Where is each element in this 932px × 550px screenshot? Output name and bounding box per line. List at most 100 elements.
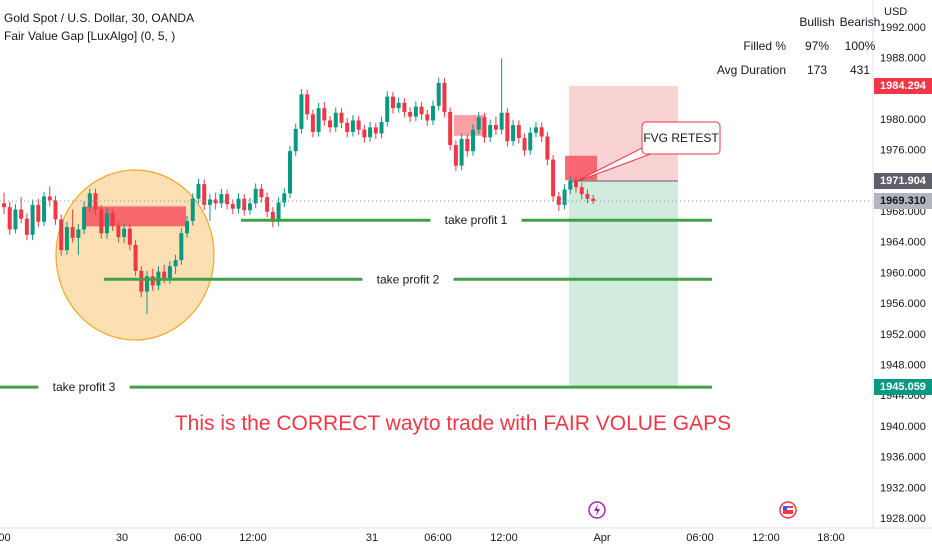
fvg-box-bearish[interactable] xyxy=(84,206,186,227)
candle[interactable] xyxy=(465,134,470,157)
candle[interactable] xyxy=(442,78,447,118)
candle[interactable] xyxy=(522,133,527,156)
candle[interactable] xyxy=(288,145,292,198)
candle[interactable] xyxy=(59,214,64,256)
candle[interactable] xyxy=(253,183,258,208)
indicator-title[interactable]: Fair Value Gap [LuxAlgo] (0, 5, ) xyxy=(4,29,176,43)
candle[interactable] xyxy=(87,188,92,212)
symbol-title[interactable]: Gold Spot / U.S. Dollar, 30, OANDA xyxy=(4,11,195,25)
candle[interactable] xyxy=(207,194,212,221)
fvg-retest-callout-box[interactable] xyxy=(641,121,721,155)
candle[interactable] xyxy=(202,179,207,211)
candle[interactable] xyxy=(476,111,481,135)
candle[interactable] xyxy=(185,215,190,238)
candle[interactable] xyxy=(413,101,418,122)
candle[interactable] xyxy=(179,227,184,265)
candle[interactable] xyxy=(24,213,29,241)
candle[interactable] xyxy=(385,91,390,127)
candle[interactable] xyxy=(505,108,510,147)
candle[interactable] xyxy=(42,191,47,227)
candle[interactable] xyxy=(390,92,395,114)
candle[interactable] xyxy=(7,201,12,235)
candle[interactable] xyxy=(47,186,52,207)
candle[interactable] xyxy=(127,224,132,251)
candle[interactable] xyxy=(328,115,333,133)
candle[interactable] xyxy=(350,115,355,137)
candle[interactable] xyxy=(511,119,516,146)
candle[interactable] xyxy=(373,122,378,139)
candle[interactable] xyxy=(579,182,584,200)
candle[interactable] xyxy=(551,154,556,202)
candle[interactable] xyxy=(93,188,98,215)
candle[interactable] xyxy=(316,102,321,137)
candle[interactable] xyxy=(265,192,270,218)
candle[interactable] xyxy=(322,102,327,126)
candle[interactable] xyxy=(471,124,476,156)
candle[interactable] xyxy=(305,89,310,120)
candle[interactable] xyxy=(482,112,487,143)
candle[interactable] xyxy=(70,209,75,243)
candle[interactable] xyxy=(36,198,41,228)
candle[interactable] xyxy=(230,199,235,215)
candle[interactable] xyxy=(339,108,344,129)
candle[interactable] xyxy=(516,120,521,144)
candle[interactable] xyxy=(528,127,533,155)
candle[interactable] xyxy=(53,195,58,225)
candle[interactable] xyxy=(333,107,338,132)
candle[interactable] xyxy=(64,221,69,255)
candle[interactable] xyxy=(133,240,138,277)
candle[interactable] xyxy=(362,125,367,143)
candle[interactable] xyxy=(356,115,361,136)
candle[interactable] xyxy=(408,107,413,122)
candle[interactable] xyxy=(13,204,18,234)
candle[interactable] xyxy=(2,192,6,215)
candle[interactable] xyxy=(110,208,115,231)
candle[interactable] xyxy=(556,191,561,211)
candle[interactable] xyxy=(19,197,24,224)
candle[interactable] xyxy=(533,121,538,138)
candle[interactable] xyxy=(431,100,435,126)
candle[interactable] xyxy=(116,220,121,243)
candle[interactable] xyxy=(396,97,401,113)
candle[interactable] xyxy=(402,98,407,118)
candle[interactable] xyxy=(270,207,275,228)
candle[interactable] xyxy=(379,116,384,139)
candle[interactable] xyxy=(82,201,87,235)
candle[interactable] xyxy=(276,197,281,227)
candle[interactable] xyxy=(574,176,578,193)
candle[interactable] xyxy=(345,118,350,138)
candle[interactable] xyxy=(488,119,493,142)
candle[interactable] xyxy=(219,188,224,208)
candle[interactable] xyxy=(247,197,252,215)
candle[interactable] xyxy=(568,176,573,195)
candle[interactable] xyxy=(368,121,373,142)
candle[interactable] xyxy=(190,193,195,226)
candle[interactable] xyxy=(196,178,201,204)
candle[interactable] xyxy=(236,193,241,214)
candle[interactable] xyxy=(562,184,567,210)
candle[interactable] xyxy=(448,107,453,151)
candle[interactable] xyxy=(242,194,247,216)
candle[interactable] xyxy=(459,133,464,171)
candle[interactable] xyxy=(299,88,304,134)
candle[interactable] xyxy=(419,102,424,120)
candle[interactable] xyxy=(493,116,498,136)
candle[interactable] xyxy=(122,223,127,244)
candle[interactable] xyxy=(425,109,430,126)
candle[interactable] xyxy=(282,187,287,208)
candle[interactable] xyxy=(104,207,109,239)
candle[interactable] xyxy=(173,254,178,274)
candle[interactable] xyxy=(30,199,35,241)
candle[interactable] xyxy=(213,192,218,210)
candle[interactable] xyxy=(293,123,298,156)
candle[interactable] xyxy=(545,131,550,165)
candle[interactable] xyxy=(99,204,104,239)
candle[interactable] xyxy=(225,189,230,210)
fvg-box-bearish[interactable] xyxy=(454,115,486,136)
take-profit-zone[interactable] xyxy=(569,181,678,388)
candle[interactable] xyxy=(585,189,590,204)
candle[interactable] xyxy=(310,109,315,138)
candle[interactable] xyxy=(436,77,441,111)
candle[interactable] xyxy=(499,58,504,135)
